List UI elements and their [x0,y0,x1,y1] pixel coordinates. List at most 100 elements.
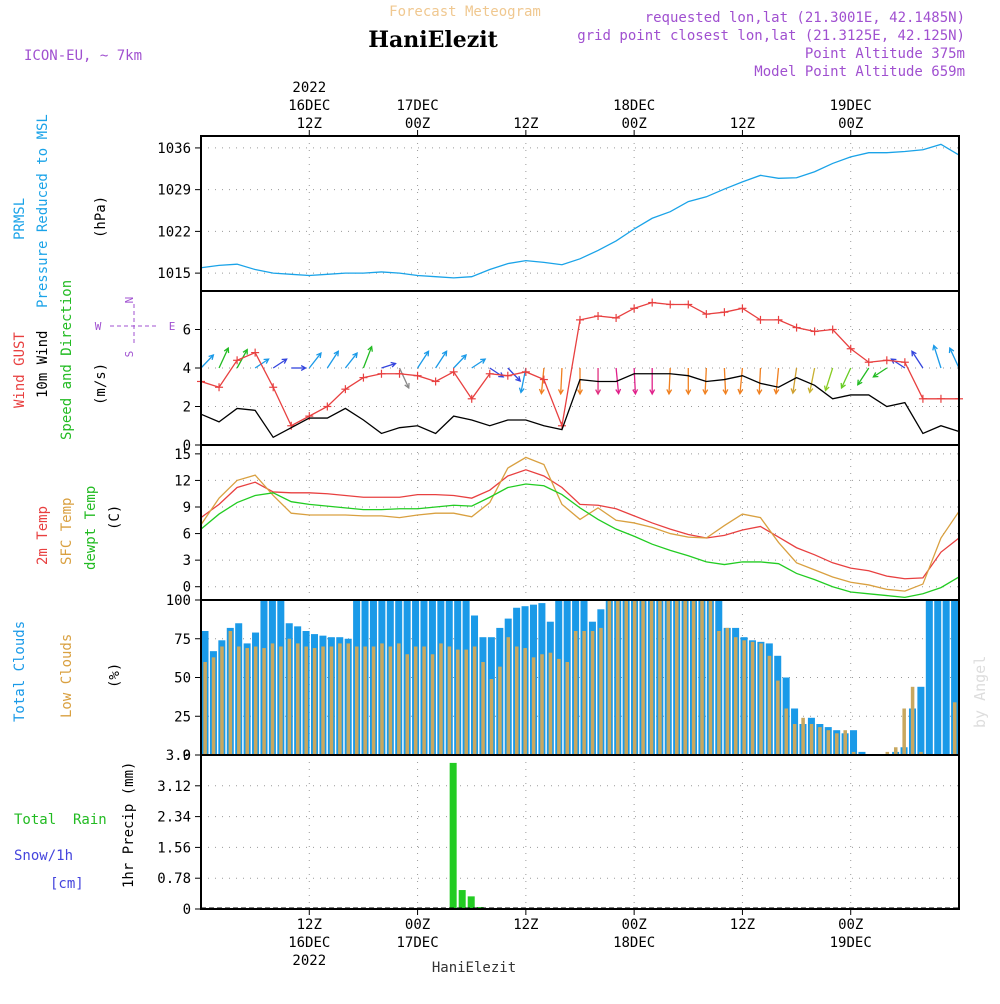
pressure-labels: PRMSL Pressure Reduced to MSL (hPa) [12,114,109,308]
gust-point [576,315,584,324]
wind-arrow-shaft [792,367,798,394]
pressure-label-1: PRMSL [12,198,28,240]
precipitation-ytick-label: 3.9 [166,748,191,764]
low-cloud-bar [287,638,292,755]
low-cloud-bar [228,631,233,755]
gust-point [594,312,603,321]
low-cloud-bar [270,643,275,755]
wind-arrow-head [223,346,230,354]
wind-arrow [756,367,763,396]
bottom-time-label: 12Z [513,917,538,933]
temperature-series-1-line [200,456,960,592]
wind-arrow [790,367,798,395]
rain-bar [449,762,457,909]
low-cloud-bar [329,646,334,755]
bottom-time-label: 17DEC [396,935,438,951]
rain-label: Total Rain [14,812,107,828]
wind-arrow [308,352,322,369]
low-cloud-bar [203,662,207,755]
low-cloud-bar [220,646,224,755]
wind-ytick-label: 4 [183,361,191,377]
rain-bar [467,896,475,909]
top-time-label: 12Z [730,116,755,132]
wind-arrow [840,367,852,390]
wind-arrow-head [333,350,340,357]
low-cloud-bar [776,680,780,755]
wind-arrow-shaft [824,367,834,391]
gust-point [756,315,765,324]
total-cloud-bar [850,730,858,755]
model-altitude: Model Point Altitude 659m [754,64,965,80]
low-cloud-bar [557,658,561,755]
low-cloud-bar [346,643,351,755]
low-cloud-bar [725,627,730,755]
wind-arrow-head [948,346,955,354]
low-cloud-bar [380,643,384,755]
gust-point [233,356,242,365]
wind-arrow-shaft [344,352,358,369]
wind-arrow-head [872,372,879,378]
low-cloud-bar [540,654,544,755]
low-cloud-bar [759,643,763,755]
low-cloud-bar [489,679,494,755]
pressure-ytick-label: 1029 [157,183,191,199]
total-cloud-bar [934,600,942,755]
gust-point [918,394,927,403]
top-time-label: 12Z [297,116,322,132]
top-time-label: 00Z [405,116,430,132]
clouds-ytick-label: 25 [174,709,191,725]
precipitation-ytick-label: 0.78 [157,871,191,887]
low-cloud-bar [338,643,342,755]
wind-arrow [381,361,397,369]
wind-arrow-shaft [398,367,410,389]
wind-arrow [722,367,729,396]
low-cloud-bar [413,646,418,755]
top-time-label: 2022 [292,80,326,96]
low-cloud-bar [312,648,317,755]
gust-point [485,369,494,378]
wind-ytick-label: 2 [183,400,191,416]
wind-arrow-head [932,344,938,351]
wind-arrow-shaft [723,367,727,394]
gust-point [539,375,548,384]
wind-arrow-head [840,382,846,390]
low-cloud-bar [363,646,367,755]
low-cloud-bar [321,646,325,755]
wind-arrow-shaft [453,354,467,369]
compass-n: N [123,297,136,304]
wind-arrow-shaft [560,367,563,394]
low-cloud-bar [279,646,283,755]
low-cloud-bar [919,751,923,755]
clouds-ytick-label: 100 [166,593,191,609]
clouds-ytick-label: 75 [174,632,191,648]
gust-point [684,300,693,309]
top-time-label: 12Z [513,116,538,132]
low-cloud-bar [843,730,847,755]
wind-arrow [649,368,656,396]
t2m-label: 2m Temp [35,506,51,565]
wind-arrow-shaft [911,350,924,369]
low-cloud-bar [439,643,443,755]
wind-arrow-head [823,385,830,392]
gust-point [666,300,675,309]
gust-point [215,383,224,392]
wind-arrow [326,350,340,369]
low-cloud-bar [675,600,679,755]
low-cloud-bar [902,708,906,755]
wind-arrow-shaft [540,367,545,394]
wind-arrow [272,358,288,369]
wind-arrow [932,344,942,369]
temperature-ytick-label: 3 [183,553,191,569]
low-cloud-bar [447,646,452,755]
low-cloud-bar [784,708,789,755]
low-cloud-bar [733,637,738,755]
gust-label: Wind GUST [12,332,28,408]
gust-point [630,304,639,313]
wind-arrow-shaft [308,352,322,369]
wind-arrow [737,367,744,395]
wind-arrow [417,350,430,369]
wind-ytick-label: 0 [183,438,191,454]
wind-arrow [857,367,870,386]
wind-arrow-head [316,352,322,359]
temperature-panel: 0 3 6 9 12 15 [174,444,960,601]
